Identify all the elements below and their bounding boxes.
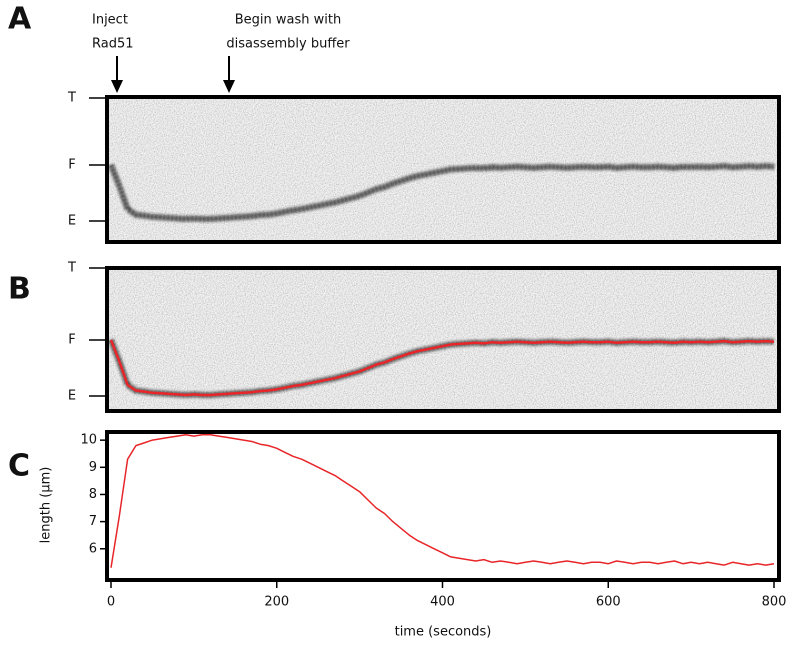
y-tick-label: 6: [89, 541, 97, 556]
y-axis-label: length (µm): [39, 467, 54, 544]
x-tick-label: 200: [264, 595, 289, 610]
kymograph-label: F: [68, 158, 75, 173]
kymograph-noise: [107, 268, 779, 411]
annotation: Begin wash with: [235, 13, 341, 28]
y-tick-label: 10: [80, 433, 97, 448]
panel-frame: [105, 430, 781, 582]
kymograph-label: T: [67, 91, 76, 106]
panel-label: C: [8, 449, 30, 484]
y-tick-label: 8: [89, 487, 97, 502]
annotation: Rad51: [92, 37, 134, 52]
kymograph-trace: [108, 163, 775, 223]
panel-frame: [105, 95, 781, 244]
x-tick-label: 600: [596, 595, 621, 610]
kymograph-b: [107, 268, 779, 411]
kymograph-a: [107, 97, 779, 242]
annotation: disassembly buffer: [226, 37, 350, 52]
length-line: [110, 433, 775, 568]
kymograph-ticks: [89, 97, 107, 397]
fit-overlay: [109, 339, 775, 397]
kymograph-label: T: [67, 261, 76, 276]
kymograph-label: E: [68, 214, 76, 229]
x-tick-label: 800: [762, 595, 787, 610]
arrow: [111, 56, 235, 93]
panel-label: A: [8, 2, 32, 37]
x-tick-label: 0: [107, 595, 115, 610]
kymograph-label: F: [68, 333, 75, 348]
y-tick-label: 9: [89, 460, 97, 475]
x-axis-label: time (seconds): [395, 625, 492, 640]
y-tick-label: 7: [89, 514, 97, 529]
annotation: Inject: [92, 13, 128, 28]
panel-label: B: [8, 272, 31, 307]
kymograph-label: E: [68, 389, 76, 404]
x-tick-label: 400: [430, 595, 455, 610]
